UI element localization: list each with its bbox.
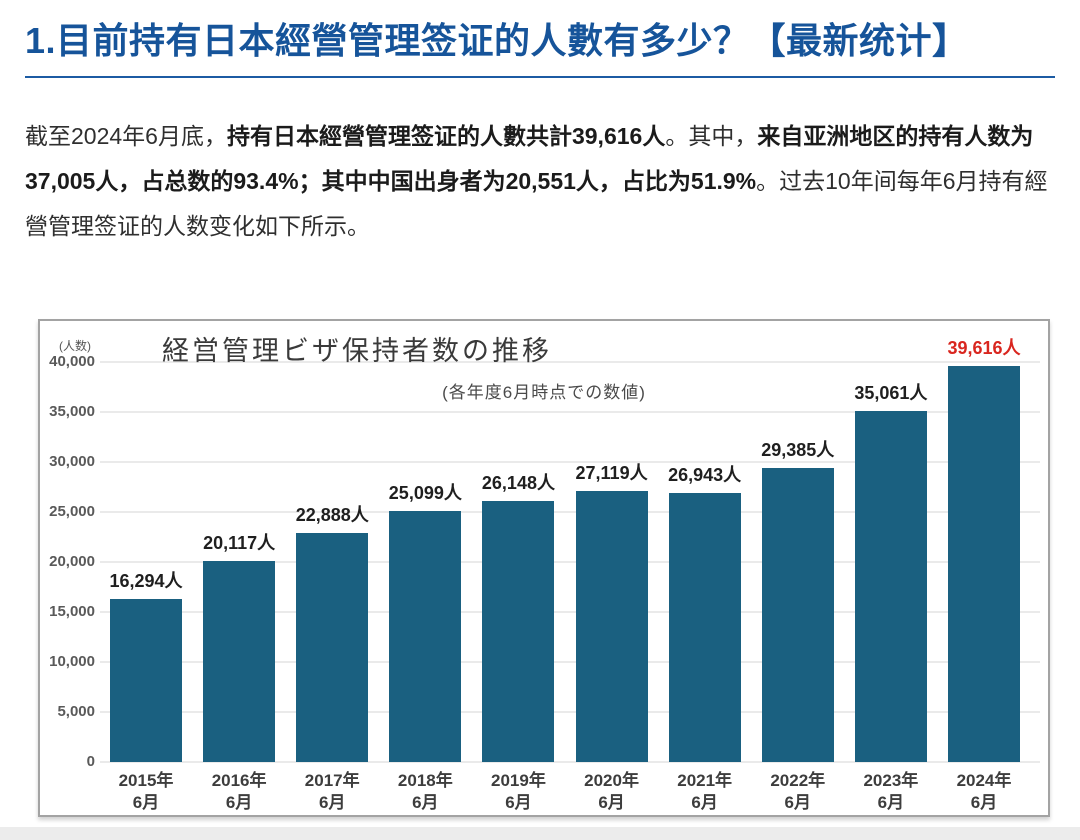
bar (854, 411, 927, 762)
y-axis-unit-label: (人数) (59, 339, 91, 353)
y-axis-tick-label: 25,000 (49, 503, 95, 520)
y-axis-tick-label: 30,000 (49, 453, 95, 470)
gridline (100, 661, 1040, 663)
bar (761, 468, 834, 762)
bar-group: 27,119人 (576, 459, 648, 762)
intro-text-2: 。其中， (665, 123, 758, 149)
plot-area: 16,294人 20,117人 22,888人 25,099人 26,148人 27,11… (40, 321, 1048, 815)
bar-value-label: 22,888人 (295, 505, 369, 526)
bar (575, 490, 648, 762)
bar-value-label: 16,294人 (109, 571, 183, 592)
x-axis-category-label: 2018年 6月 (397, 771, 453, 812)
x-axis-category-label: 2023年 6月 (863, 771, 919, 812)
intro-text-1: 截至2024年6月底， (25, 123, 227, 149)
bar-group: 26,148人 (481, 469, 555, 762)
y-axis-tick-label: 40,000 (49, 353, 95, 370)
heading-divider (25, 76, 1055, 78)
bar-group: 39,616人 (947, 334, 1021, 762)
x-axis-category-label: 2017年 6月 (304, 771, 360, 812)
bar-value-label: 35,061人 (854, 383, 928, 404)
bar (482, 500, 555, 762)
gridline (100, 611, 1040, 613)
gridline (100, 411, 1040, 413)
bar-value-label: 25,099人 (388, 483, 462, 504)
bar-group: 26,943人 (668, 461, 742, 762)
intro-text-3: 。过去10年间每年6月持有經營管理签证的人数变化如下所示。 (25, 168, 1048, 239)
gridline (100, 761, 1040, 763)
bar-group: 29,385人 (761, 436, 835, 762)
x-axis-category-label: 2019年 6月 (491, 771, 546, 812)
x-axis-category-label: 2020年 6月 (584, 771, 639, 812)
intro-bold-1: 持有日本經營管理签证的人數共計39,616人 (226, 123, 666, 149)
bar-group: 16,294人 (109, 567, 183, 762)
bar-group: 35,061人 (854, 379, 928, 762)
visa-holders-bar-chart: 経営管理ビザ保持者数の推移 (各年度6月時点での数値) (人数) 16,294人… (38, 319, 1050, 817)
y-axis-tick-label: 10,000 (49, 653, 95, 670)
bar (389, 511, 462, 762)
gridline (100, 511, 1040, 513)
y-axis-tick-label: 35,000 (49, 403, 95, 420)
y-axis-tick-label: 20,000 (49, 553, 95, 570)
bar-group: 22,888人 (295, 501, 369, 762)
bar-group: 25,099人 (388, 479, 462, 762)
gridline (100, 461, 1040, 463)
bar-value-label: 29,385人 (761, 440, 835, 461)
intro-bold-2: 来自亚洲地区的持有人数为37,005人，占总数的93.4%；其中中国出身者为20… (25, 123, 1034, 194)
bar (668, 492, 741, 762)
bar-value-label: 39,616人 (947, 337, 1021, 358)
gridline (100, 361, 1040, 363)
x-axis-category-label: 2021年 6月 (677, 771, 733, 812)
bar-value-label: 26,943人 (668, 464, 742, 485)
chart-title: 経営管理ビザ保持者数の推移 (162, 336, 552, 366)
bar-group: 20,117人 (203, 529, 275, 762)
gridline (100, 561, 1040, 563)
bar-value-label: 26,148人 (481, 472, 555, 493)
x-axis-category-label: 2024年 6月 (956, 771, 1012, 812)
bar (296, 533, 369, 762)
x-axis-labels: 2015年 6月 2016年 6月 2017年 6月 2018年 6月 2019年 6月 2020年… (110, 770, 1020, 814)
intro-paragraph: 截至2024年6月底，持有日本經營管理签证的人數共計39,616人。其中，来自亚… (25, 114, 1055, 249)
bar (203, 560, 276, 762)
bar (947, 365, 1020, 762)
bar (110, 599, 182, 762)
bar-value-label: 20,117人 (203, 532, 276, 553)
page-title: 1.目前持有日本經營管理签证的人數有多少？【最新统计】 (25, 20, 969, 61)
x-axis-category-label: 2022年 6月 (770, 771, 826, 812)
y-axis-tick-label: 15,000 (49, 603, 95, 620)
gridline (100, 711, 1040, 713)
y-axis-tick-label: 0 (86, 753, 95, 770)
bars-row: 16,294人 20,117人 22,888人 25,099人 26,148人 27,11… (109, 334, 1021, 762)
chart-subtitle: (各年度6月時点での数値) (442, 383, 646, 402)
x-axis-category-label: 2016年 6月 (211, 771, 267, 812)
x-axis-category-label: 2015年 6月 (118, 771, 174, 812)
y-axis-tick-label: 5,000 (57, 703, 95, 720)
bar-value-label: 27,119人 (575, 462, 648, 483)
